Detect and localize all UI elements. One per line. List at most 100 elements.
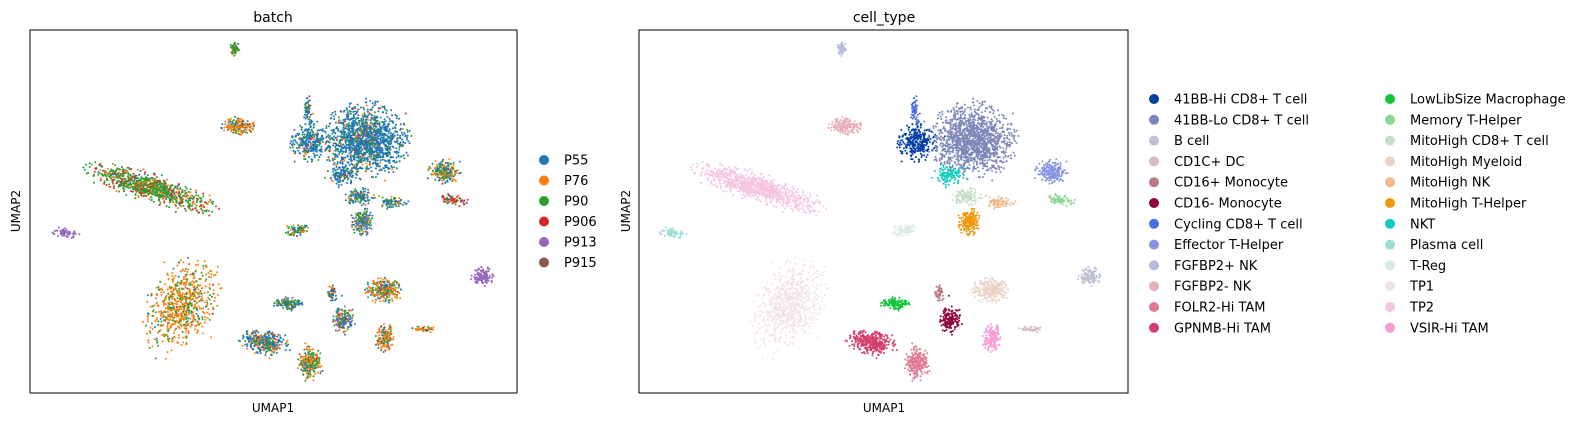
- scatter-point: [164, 307, 167, 310]
- scatter-point: [379, 161, 382, 164]
- scatter-point: [351, 132, 354, 135]
- scatter-point: [373, 104, 376, 107]
- scatter-point: [434, 170, 437, 173]
- scatter-point: [201, 310, 204, 313]
- scatter-point: [99, 164, 102, 167]
- scatter-point: [115, 182, 118, 185]
- scatter-point: [200, 205, 203, 208]
- scatter-point: [156, 341, 159, 344]
- scatter-point: [309, 146, 312, 149]
- scatter-point: [486, 267, 489, 270]
- scatter-point: [463, 203, 466, 206]
- scatter-point: [368, 226, 371, 229]
- scatter-point: [207, 210, 210, 212]
- scatter-point: [350, 224, 353, 227]
- scatter-point: [386, 115, 389, 118]
- scatter-point: [111, 181, 114, 183]
- scatter-point: [157, 183, 159, 186]
- scatter-point: [356, 124, 359, 127]
- scatter-point: [179, 259, 182, 262]
- scatter-point: [315, 150, 318, 153]
- scatter-point: [174, 274, 177, 277]
- scatter-point: [203, 206, 206, 209]
- scatter-point: [358, 121, 361, 124]
- scatter-point: [299, 225, 302, 228]
- scatter-point: [299, 234, 302, 236]
- scatter-point: [356, 153, 358, 156]
- scatter-point: [325, 125, 328, 127]
- scatter-point: [400, 155, 403, 158]
- scatter-point: [410, 135, 413, 137]
- scatter-point: [342, 128, 345, 131]
- scatter-point: [168, 206, 171, 209]
- scatter-point: [379, 130, 382, 133]
- scatter-point: [183, 207, 186, 210]
- scatter-point: [199, 277, 202, 280]
- scatter-point: [185, 336, 188, 339]
- scatter-point: [300, 143, 303, 146]
- scatter-point: [328, 122, 331, 125]
- scatter-point: [159, 280, 162, 283]
- scatter-point: [207, 296, 210, 299]
- scatter-point: [340, 133, 343, 136]
- scatter-point: [226, 125, 229, 127]
- scatter-point: [398, 160, 401, 163]
- scatter-point: [163, 182, 166, 184]
- scatter-point: [175, 327, 177, 330]
- scatter-point: [356, 103, 359, 106]
- scatter-point: [382, 156, 385, 159]
- scatter-point: [320, 136, 323, 139]
- scatter-point: [325, 135, 328, 138]
- scatter-point: [394, 202, 397, 205]
- scatter-point: [356, 110, 359, 113]
- scatter-point: [491, 276, 493, 279]
- scatter-point: [365, 124, 368, 127]
- scatter-point: [352, 142, 355, 145]
- scatter-point: [372, 157, 375, 160]
- scatter-point: [352, 166, 355, 169]
- scatter-point: [405, 151, 408, 154]
- scatter-point: [480, 272, 483, 275]
- scatter-point: [313, 141, 316, 144]
- scatter-point: [208, 318, 211, 321]
- scatter-point: [306, 160, 309, 163]
- scatter-point: [173, 308, 176, 311]
- scatter-point: [351, 107, 354, 110]
- scatter-point: [344, 118, 347, 121]
- scatter-point: [337, 307, 340, 310]
- scatter-point: [173, 336, 176, 338]
- scatter-point: [201, 204, 204, 207]
- scatter-point: [93, 181, 96, 184]
- scatter-point: [183, 270, 186, 272]
- scatter-point: [182, 308, 185, 311]
- scatter-point: [368, 214, 371, 217]
- scatter-point: [355, 174, 358, 176]
- scatter-point: [198, 307, 201, 310]
- scatter-point: [99, 169, 102, 171]
- scatter-point: [229, 117, 232, 120]
- scatter-point: [358, 137, 361, 140]
- scatter-point: [394, 113, 397, 116]
- scatter-point: [137, 182, 140, 185]
- scatter-point: [191, 292, 194, 295]
- scatter-point: [330, 293, 333, 295]
- scatter-point: [353, 217, 355, 220]
- scatter-point: [303, 133, 306, 136]
- scatter-point: [170, 349, 173, 352]
- scatter-point: [368, 163, 371, 166]
- scatter-point: [318, 129, 321, 132]
- scatter-point: [128, 186, 131, 189]
- scatter-point: [150, 199, 153, 202]
- scatter-point: [164, 196, 166, 199]
- scatter-point: [233, 42, 236, 45]
- scatter-point: [308, 120, 311, 123]
- scatter-point: [166, 186, 169, 189]
- scatter-point: [133, 184, 136, 187]
- scatter-point: [157, 179, 159, 182]
- scatter-point: [352, 194, 355, 197]
- scatter-point: [149, 187, 152, 190]
- scatter-point: [388, 295, 391, 298]
- scatter-point: [292, 141, 294, 144]
- scatter-point: [159, 312, 162, 315]
- scatter-point: [185, 300, 188, 303]
